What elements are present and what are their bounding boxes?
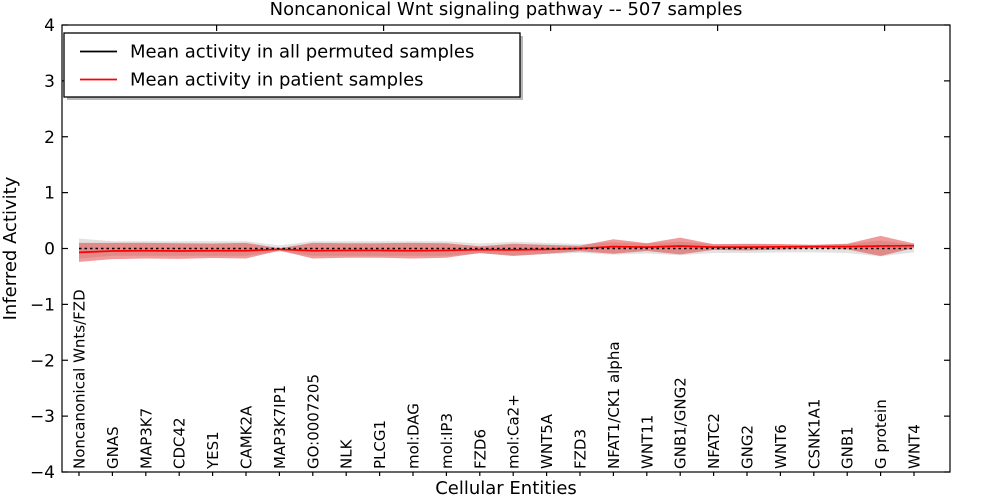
x-tick-label: YES1 bbox=[204, 431, 222, 470]
legend-item-label: Mean activity in all permuted samples bbox=[130, 42, 474, 63]
y-tick-label: 3 bbox=[44, 72, 55, 92]
x-tick-label: PLCG1 bbox=[371, 420, 389, 469]
x-tick-label: MAP3K7IP1 bbox=[271, 385, 289, 469]
y-tick-label: −2 bbox=[30, 351, 55, 371]
line-patient-mean bbox=[78, 244, 915, 254]
y-tick-label: −1 bbox=[30, 295, 55, 315]
x-tick-label: GNB1/GNG2 bbox=[672, 377, 690, 469]
x-tick-label: NLK bbox=[338, 438, 356, 469]
y-tick-label: 4 bbox=[44, 16, 55, 36]
x-tick-label: G protein bbox=[872, 399, 890, 469]
y-tick-label: −3 bbox=[30, 407, 55, 427]
x-tick-label: NFATC2 bbox=[705, 413, 723, 469]
x-tick-label: CDC42 bbox=[171, 417, 189, 469]
x-axis-label: Cellular Entities bbox=[435, 478, 577, 499]
x-tick-label: MAP3K7 bbox=[137, 408, 155, 469]
legend-item-label: Mean activity in patient samples bbox=[130, 70, 424, 91]
legend-box bbox=[63, 32, 521, 98]
x-tick-label: mol:Ca2+ bbox=[505, 394, 523, 469]
y-tick-label: 2 bbox=[44, 128, 55, 148]
x-tick-label: FZD3 bbox=[572, 429, 590, 469]
band-permuted-std bbox=[79, 238, 914, 259]
x-tick-label: GNB1 bbox=[839, 426, 857, 469]
x-tick-label: mol:DAG bbox=[405, 403, 423, 469]
x-tick-label: GO:0007205 bbox=[304, 374, 322, 469]
y-tick-label: −4 bbox=[30, 463, 55, 483]
x-tick-label: WNT4 bbox=[906, 424, 924, 469]
x-tick-label: GNG2 bbox=[739, 425, 757, 469]
x-tick-label: WNT6 bbox=[772, 424, 790, 469]
x-tick-label: CAMK2A bbox=[238, 405, 256, 469]
y-axis-label: Inferred Activity bbox=[0, 176, 21, 320]
x-tick-label: WNT5A bbox=[538, 413, 556, 469]
y-tick-label: 0 bbox=[44, 240, 55, 260]
x-tick-label: NFAT1/CK1 alpha bbox=[605, 341, 623, 469]
x-tick-label: FZD6 bbox=[471, 429, 489, 469]
x-tick-label: WNT11 bbox=[638, 415, 656, 469]
x-tick-label: mol:IP3 bbox=[438, 413, 456, 469]
x-tick-label: GNAS bbox=[104, 426, 122, 469]
x-tick-label: Noncanonical Wnts/FZD bbox=[71, 289, 89, 469]
chart-title: Noncanonical Wnt signaling pathway -- 50… bbox=[270, 0, 743, 20]
x-tick-label: CSNK1A1 bbox=[805, 399, 823, 469]
y-tick-label: 1 bbox=[44, 184, 55, 204]
